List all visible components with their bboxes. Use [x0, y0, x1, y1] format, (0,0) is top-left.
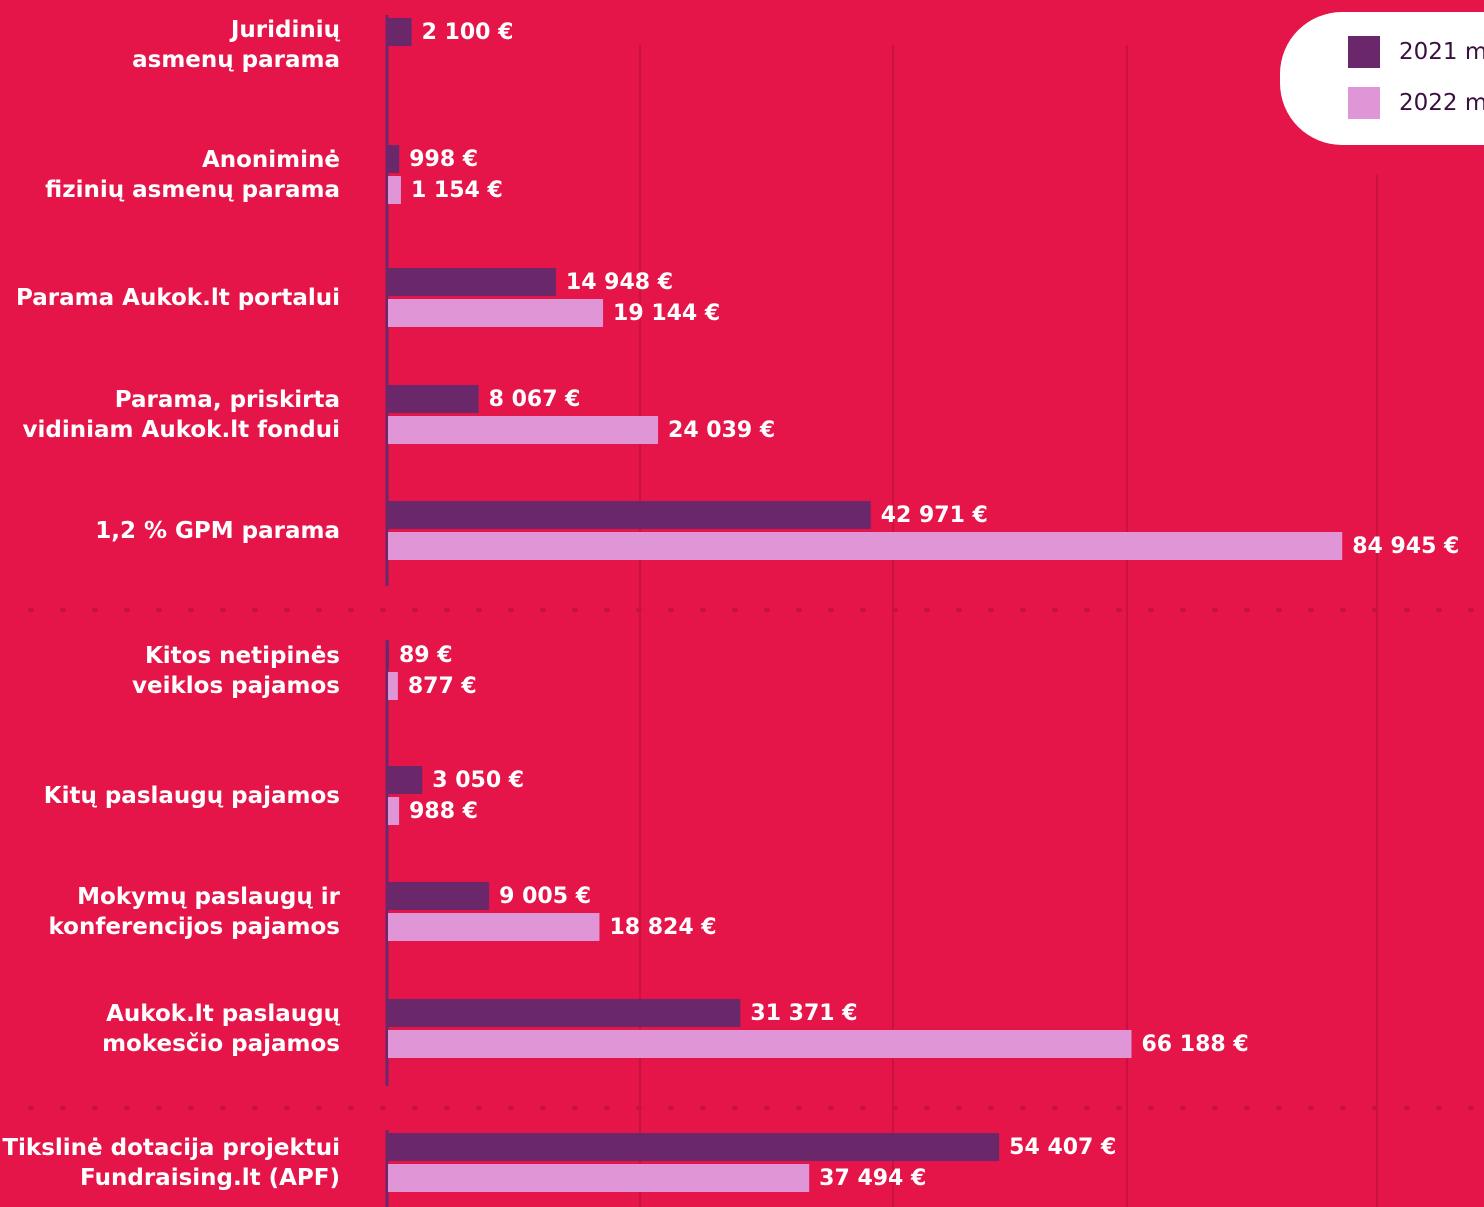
category-label: Aukok.lt paslaugų mokesčio pajamos [102, 1000, 340, 1057]
category-label: Anoniminė fizinių asmenų parama [45, 146, 340, 203]
category-label: Parama Aukok.lt portalui [16, 284, 340, 311]
legend-swatch [1348, 87, 1380, 119]
bar [388, 501, 871, 529]
bar [388, 797, 400, 825]
bar [388, 176, 401, 204]
bar [388, 641, 389, 669]
bar [388, 18, 412, 46]
bar [388, 766, 423, 794]
value-label: 18 824 € [609, 915, 716, 940]
value-label: 998 € [409, 147, 478, 172]
category-label: Juridinių asmenų parama [132, 17, 340, 73]
bar [388, 299, 604, 327]
legend-box [1280, 12, 1484, 145]
value-label: 66 188 € [1142, 1032, 1249, 1057]
bar [388, 532, 1343, 560]
legend-label: 2022 m. [1399, 90, 1484, 116]
bar [388, 882, 490, 910]
bar [388, 672, 398, 700]
value-label: 84 945 € [1352, 534, 1459, 559]
legend-swatch [1348, 36, 1380, 68]
value-label: 3 050 € [432, 768, 524, 793]
bar [388, 913, 600, 941]
category-label: Parama, priskirta vidiniam Aukok.lt fond… [22, 386, 340, 443]
category-label: Kitų paslaugų pajamos [43, 782, 340, 809]
value-label: 54 407 € [1009, 1135, 1116, 1160]
value-label: 24 039 € [668, 418, 775, 443]
bar [388, 416, 659, 444]
category-label: Kitos netipinės veiklos pajamos [132, 642, 340, 699]
value-label: 877 € [408, 674, 477, 699]
value-label: 9 005 € [499, 884, 591, 909]
value-label: 89 € [399, 643, 453, 668]
value-label: 19 144 € [613, 301, 720, 326]
bar [388, 268, 556, 296]
value-label: 2 100 € [422, 20, 514, 45]
value-label: 988 € [409, 799, 478, 824]
value-label: 31 371 € [750, 1001, 857, 1026]
category-label: Mokymų paslaugų ir konferencijos pajamos [48, 883, 340, 940]
category-label: 1,2 % GPM parama [95, 517, 340, 544]
value-label: 14 948 € [566, 270, 673, 295]
value-label: 37 494 € [819, 1166, 926, 1191]
value-label: 1 154 € [411, 178, 503, 203]
legend-label: 2021 m. [1399, 39, 1484, 65]
value-label: 8 067 € [489, 387, 581, 412]
bar [388, 1164, 810, 1192]
bar [388, 145, 400, 173]
bar [388, 1133, 1000, 1161]
bar [388, 999, 741, 1027]
bar [388, 385, 479, 413]
category-label: Tikslinė dotacija projektui Fundraising.… [2, 1134, 340, 1191]
bar [388, 1030, 1132, 1058]
value-label: 42 971 € [881, 503, 988, 528]
